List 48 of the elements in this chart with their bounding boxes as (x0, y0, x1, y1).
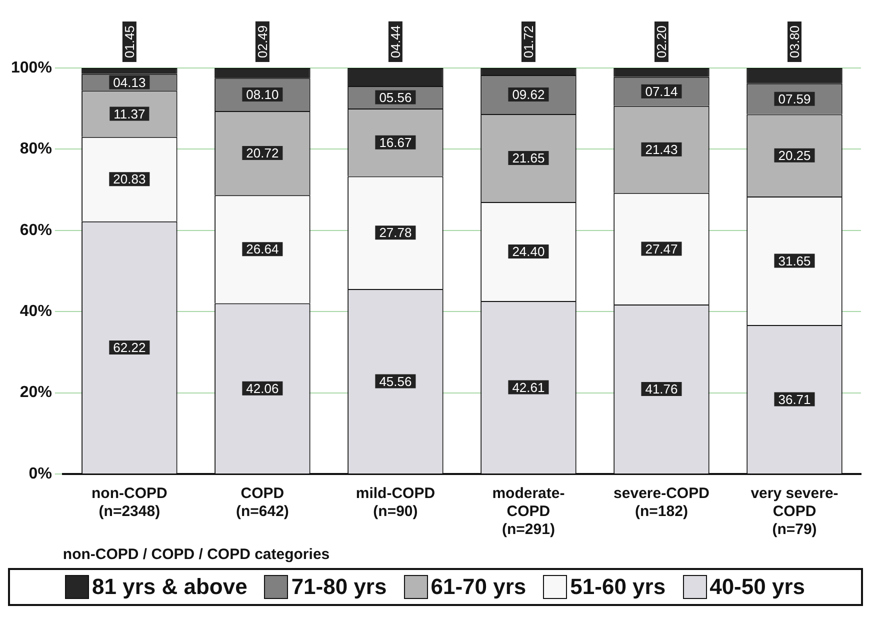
data-label: 04.44 (388, 25, 404, 58)
x-tick-label: mild-COPD (n=90) (356, 485, 436, 520)
data-label: 42.06 (246, 380, 279, 396)
y-tick-label: 60% (20, 222, 52, 239)
data-label: 20.83 (113, 172, 146, 187)
data-label: 41.76 (645, 382, 678, 397)
legend-label: 71-80 yrs (291, 574, 387, 600)
data-label: 01.72 (521, 25, 536, 58)
legend-label: 40-50 yrs (710, 574, 805, 600)
x-tick-label: very severe- COPD (n=79) (750, 485, 838, 538)
data-label: 36.71 (778, 392, 811, 407)
x-tick-label: severe-COPD (n=182) (614, 485, 710, 520)
data-label: 07.59 (778, 91, 811, 106)
data-label: 26.64 (246, 242, 279, 257)
data-label: 04.13 (113, 74, 146, 90)
data-label: 24.40 (512, 244, 545, 260)
data-label: 20.72 (246, 146, 279, 161)
x-tick-label: moderate- COPD (n=291) (492, 485, 565, 538)
data-label: 42.61 (512, 380, 545, 395)
y-tick-label: 0% (28, 465, 52, 482)
data-label: 07.14 (645, 84, 678, 100)
x-axis-title: non-COPD / COPD / COPD categories (62, 546, 330, 564)
data-label: 02.49 (255, 25, 270, 58)
data-label: 11.37 (114, 106, 146, 122)
data-label: 21.43 (645, 142, 678, 157)
data-label: 09.62 (512, 87, 545, 102)
data-label: 08.10 (246, 87, 279, 102)
y-tick-label: 80% (20, 140, 52, 158)
data-label: 02.20 (654, 25, 670, 58)
y-tick-label: 20% (20, 384, 52, 402)
data-label: 03.80 (787, 25, 802, 58)
x-tick-label: COPD (n=642) (236, 485, 289, 520)
legend-label: 61-70 yrs (430, 574, 526, 600)
data-label: 27.47 (645, 241, 678, 256)
data-label: 05.56 (379, 90, 412, 105)
y-tick-label: 40% (20, 303, 52, 320)
data-label: 16.67 (379, 134, 412, 150)
data-label: 62.22 (113, 340, 146, 356)
legend-label: 51-60 yrs (570, 574, 666, 600)
data-label: 01.45 (122, 25, 138, 58)
y-tick-label: 100% (11, 59, 52, 76)
x-tick-label: non-COPD (n=2348) (92, 485, 168, 520)
data-label: 21.65 (512, 150, 545, 166)
data-label: 27.78 (379, 225, 412, 240)
legend-label: 81 yrs & above (92, 574, 248, 600)
data-label: 20.25 (778, 148, 811, 163)
data-label: 45.56 (379, 374, 412, 389)
data-label: 31.65 (778, 253, 811, 268)
